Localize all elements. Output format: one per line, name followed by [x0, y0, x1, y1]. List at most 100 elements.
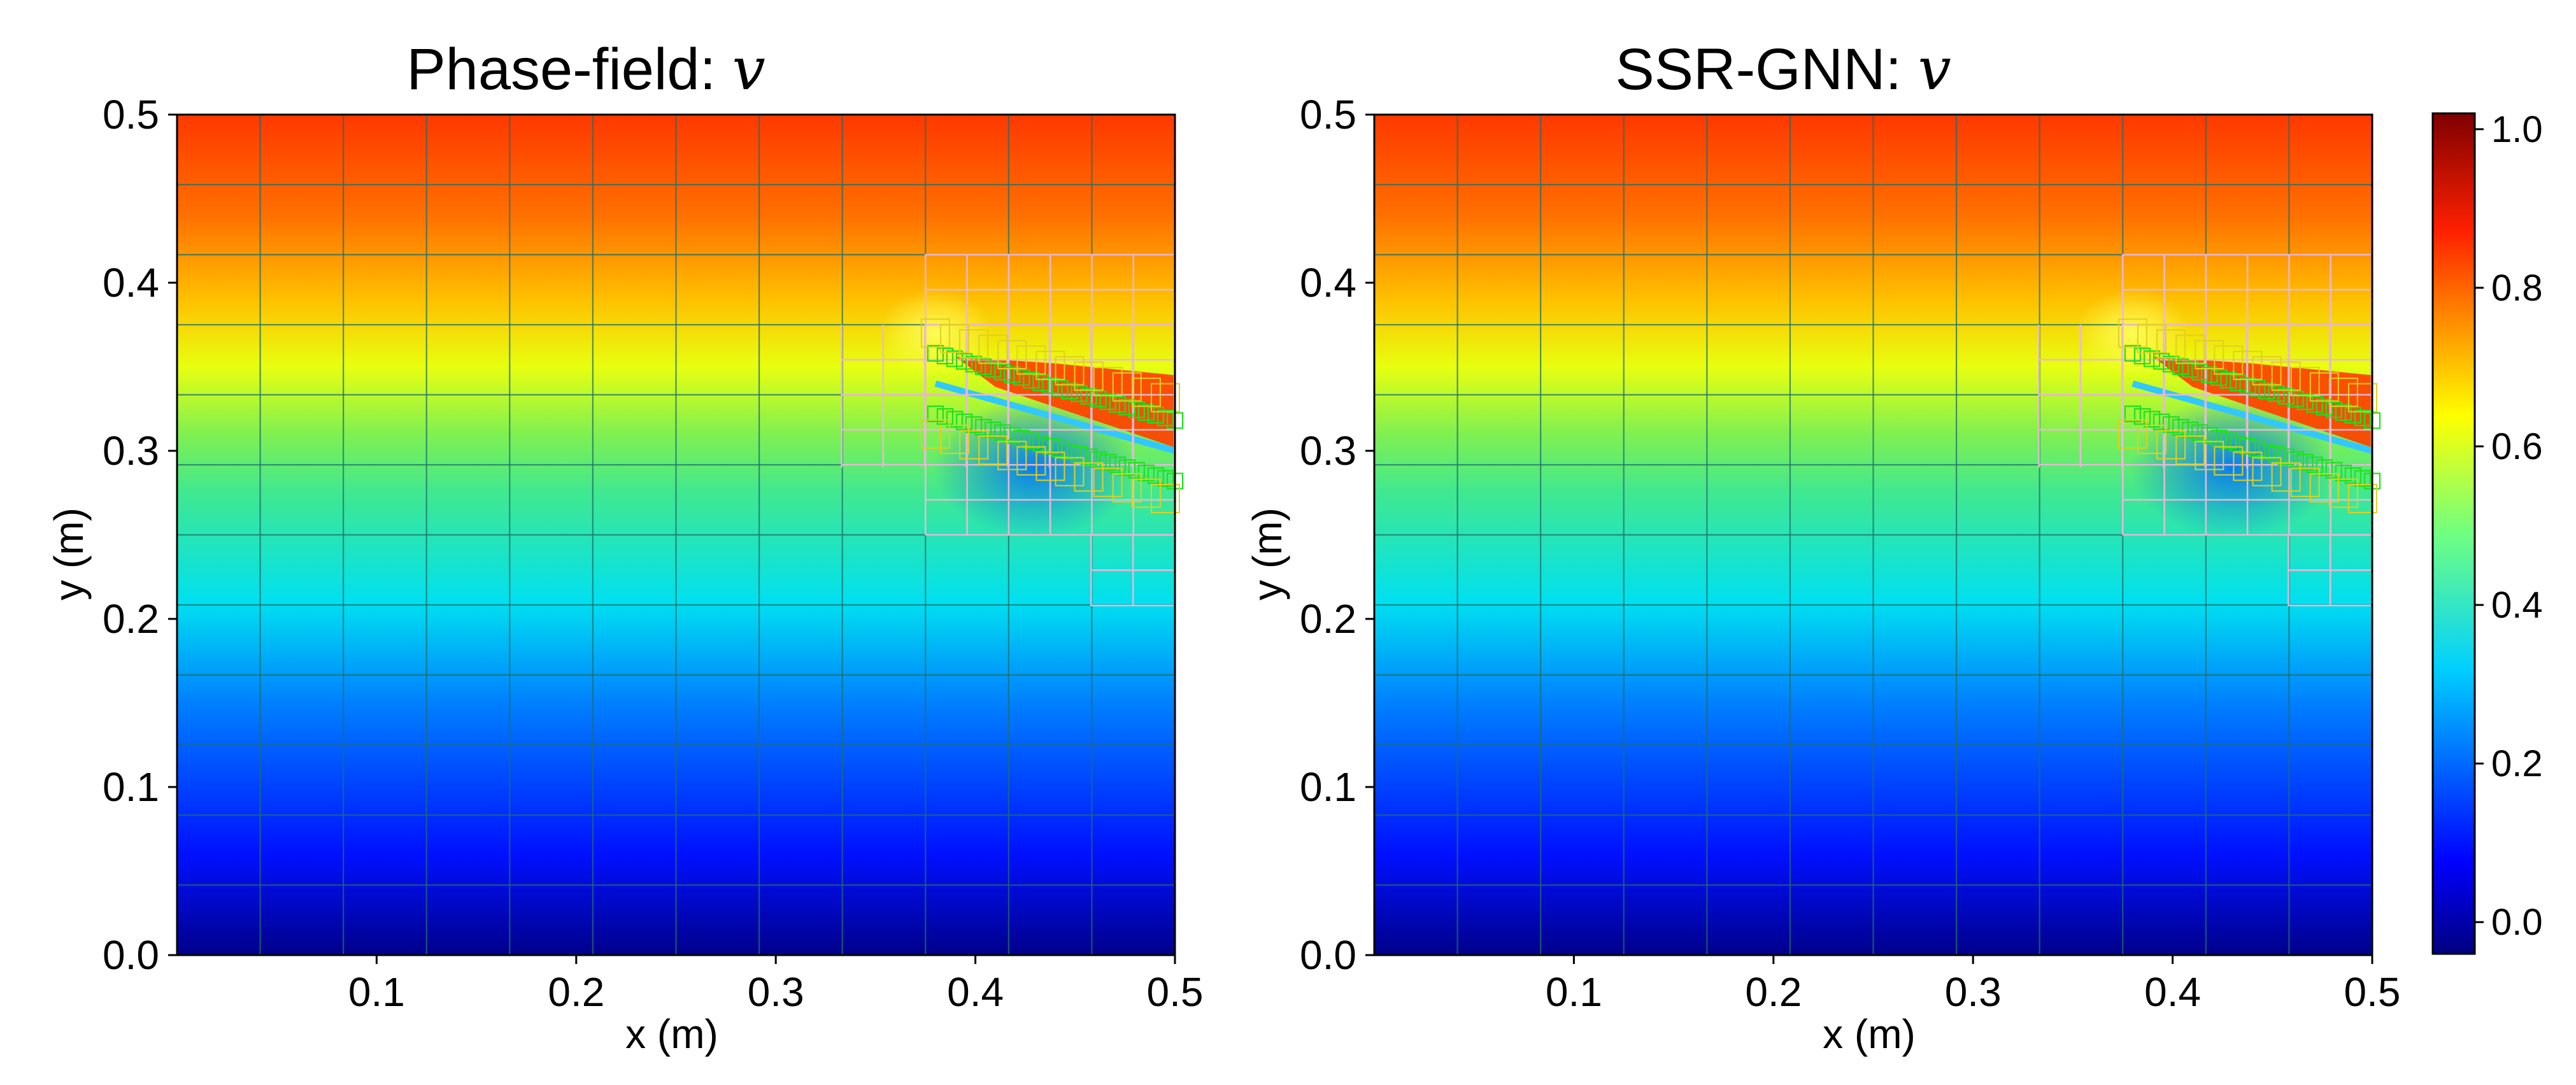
fine-mesh-cell: [2124, 405, 2142, 423]
fine-mesh-cell: [936, 348, 954, 365]
fine-mesh-cell: [2191, 424, 2209, 441]
y-tick-label: 0.4: [103, 260, 159, 306]
fine-mesh-cell: [978, 435, 1008, 465]
fine-mesh-cell: [2162, 355, 2180, 372]
fine-mesh-cell: [2290, 367, 2320, 397]
fine-mesh-cell: [2325, 462, 2342, 479]
fine-mesh-cell: [978, 334, 1008, 364]
fine-mesh-cell: [2133, 348, 2151, 365]
y-tick-label: 0.0: [1300, 932, 1356, 978]
fine-mesh-cell: [1035, 451, 1065, 481]
fine-mesh-cell: [2172, 358, 2189, 376]
fine-mesh-cell: [1051, 379, 1069, 397]
y-tick-label: 0.5: [1300, 92, 1356, 138]
fine-mesh-cell: [2117, 318, 2147, 348]
fine-mesh-cell: [997, 339, 1027, 369]
fine-mesh-cell: [2306, 457, 2323, 474]
fine-mesh-cell: [2344, 406, 2362, 424]
ssr-gnn-panel: SSR-GNN: v 0.1 0.2 0.3 0.4 0.5 0.00.10.20.30…: [1244, 35, 2400, 1057]
fine-mesh-cell: [2296, 393, 2314, 411]
fine-mesh-cell: [1004, 427, 1021, 444]
fine-mesh-cell: [2214, 345, 2244, 375]
fine-mesh-cell: [1013, 429, 1030, 447]
y-tick-label: 0.1: [103, 764, 159, 810]
fine-mesh-cell: [2347, 483, 2377, 513]
fine-mesh-cell: [2201, 427, 2218, 444]
fine-mesh-cell: [2182, 361, 2199, 378]
fine-mesh-cell: [2287, 390, 2304, 408]
fine-mesh-cell: [994, 364, 1011, 381]
fine-mesh-cell: [2133, 408, 2151, 425]
fine-mesh-cell: [940, 323, 970, 353]
crack-tip-glow: [2075, 288, 2190, 378]
fine-mesh-cell: [1093, 467, 1123, 497]
fine-mesh-cell: [2124, 344, 2142, 362]
fine-mesh-cell: [2271, 361, 2301, 391]
fine-mesh-cell: [2258, 382, 2275, 400]
y-tick-label: 0.5: [103, 92, 159, 138]
heatmap-area: [176, 113, 1184, 956]
fine-mesh-cell: [2182, 422, 2199, 439]
x-tick-label: 0.4: [2144, 969, 2201, 1015]
fine-mesh-cell: [2195, 441, 2224, 471]
below-crack-region: [933, 397, 1137, 538]
y-axis-label: y (m): [46, 507, 92, 600]
fine-mesh-cell: [2172, 418, 2189, 436]
below-crack-region: [2130, 397, 2335, 538]
fine-mesh-cell: [1147, 467, 1165, 485]
x-tick-label: 0.3: [1945, 969, 2002, 1015]
fine-mesh-cell: [2233, 350, 2263, 380]
fine-mesh-cell: [1023, 432, 1040, 450]
fine-mesh-cell: [2268, 446, 2285, 463]
fine-mesh-cell: [2143, 411, 2161, 428]
crack-tip-glow: [878, 288, 993, 378]
heatmap-area: [1373, 113, 2381, 956]
fine-mesh-cell: [1147, 406, 1165, 424]
fine-mesh-cell: [2143, 350, 2161, 367]
fine-mesh-cell: [2233, 451, 2263, 481]
fine-mesh-cell: [965, 355, 983, 372]
fine-mesh-cell: [1013, 369, 1030, 386]
fine-mesh-cell: [2117, 419, 2147, 449]
fine-mesh-cell: [2328, 478, 2358, 508]
fine-mesh-cell: [2268, 385, 2285, 402]
plot-frame: [1373, 113, 2373, 956]
fine-mesh-cell: [940, 425, 970, 455]
fine-mesh-cell: [2153, 413, 2170, 430]
colorbar-tick-label: 0.2: [2491, 743, 2543, 784]
fine-mesh-cell: [2249, 379, 2266, 397]
fine-mesh-cell: [1131, 378, 1161, 408]
fine-mesh-cell: [1090, 390, 1107, 408]
x-axis-label: x (m): [625, 1011, 718, 1057]
fine-mesh-cell: [2156, 430, 2186, 460]
fine-mesh-cell: [1156, 409, 1174, 427]
fine-mesh-cell: [2316, 399, 2333, 416]
fine-mesh-cell: [1099, 393, 1116, 411]
y-axis-ticks: 0.0 0.1 0.2 0.3 0.4 0.5: [103, 92, 177, 978]
fine-mesh-cell: [2230, 435, 2247, 452]
fine-mesh-cell: [2309, 473, 2339, 503]
fine-mesh-cell: [1061, 382, 1078, 400]
fine-mesh-cell: [1128, 462, 1145, 479]
fine-mesh-cell: [2214, 446, 2244, 476]
x-tick-label: 0.1: [348, 969, 405, 1015]
fine-mesh-cell: [1090, 451, 1107, 468]
fine-mesh: [920, 318, 1184, 513]
fine-mesh-cell: [2252, 356, 2282, 386]
fine-mesh-cell: [1055, 356, 1085, 386]
fine-mesh-cell: [2137, 323, 2167, 353]
x-tick-label: 0.5: [2344, 969, 2401, 1015]
y-tick-label: 0.3: [103, 428, 159, 474]
fine-mesh-cell: [997, 441, 1027, 471]
plot-frame: [176, 113, 1176, 956]
fine-mesh-cell: [1042, 377, 1059, 394]
fine-mesh-cell: [1074, 361, 1104, 391]
phase-field-panel: Phase-field: v 0.1 0.2 0.3 0.4 0.5 0.0 0.1 0.2…: [46, 35, 1203, 1057]
fine-mesh-cell: [2306, 396, 2323, 413]
y-axis-ticks: 0.0 0.1 0.2 0.3 0.4 0.5: [1300, 92, 1374, 978]
fine-mesh-cell: [1071, 446, 1088, 463]
fine-mesh-cell: [2277, 448, 2295, 465]
fine-mesh-cell: [1109, 396, 1126, 413]
fine-mesh-cell: [946, 350, 964, 367]
